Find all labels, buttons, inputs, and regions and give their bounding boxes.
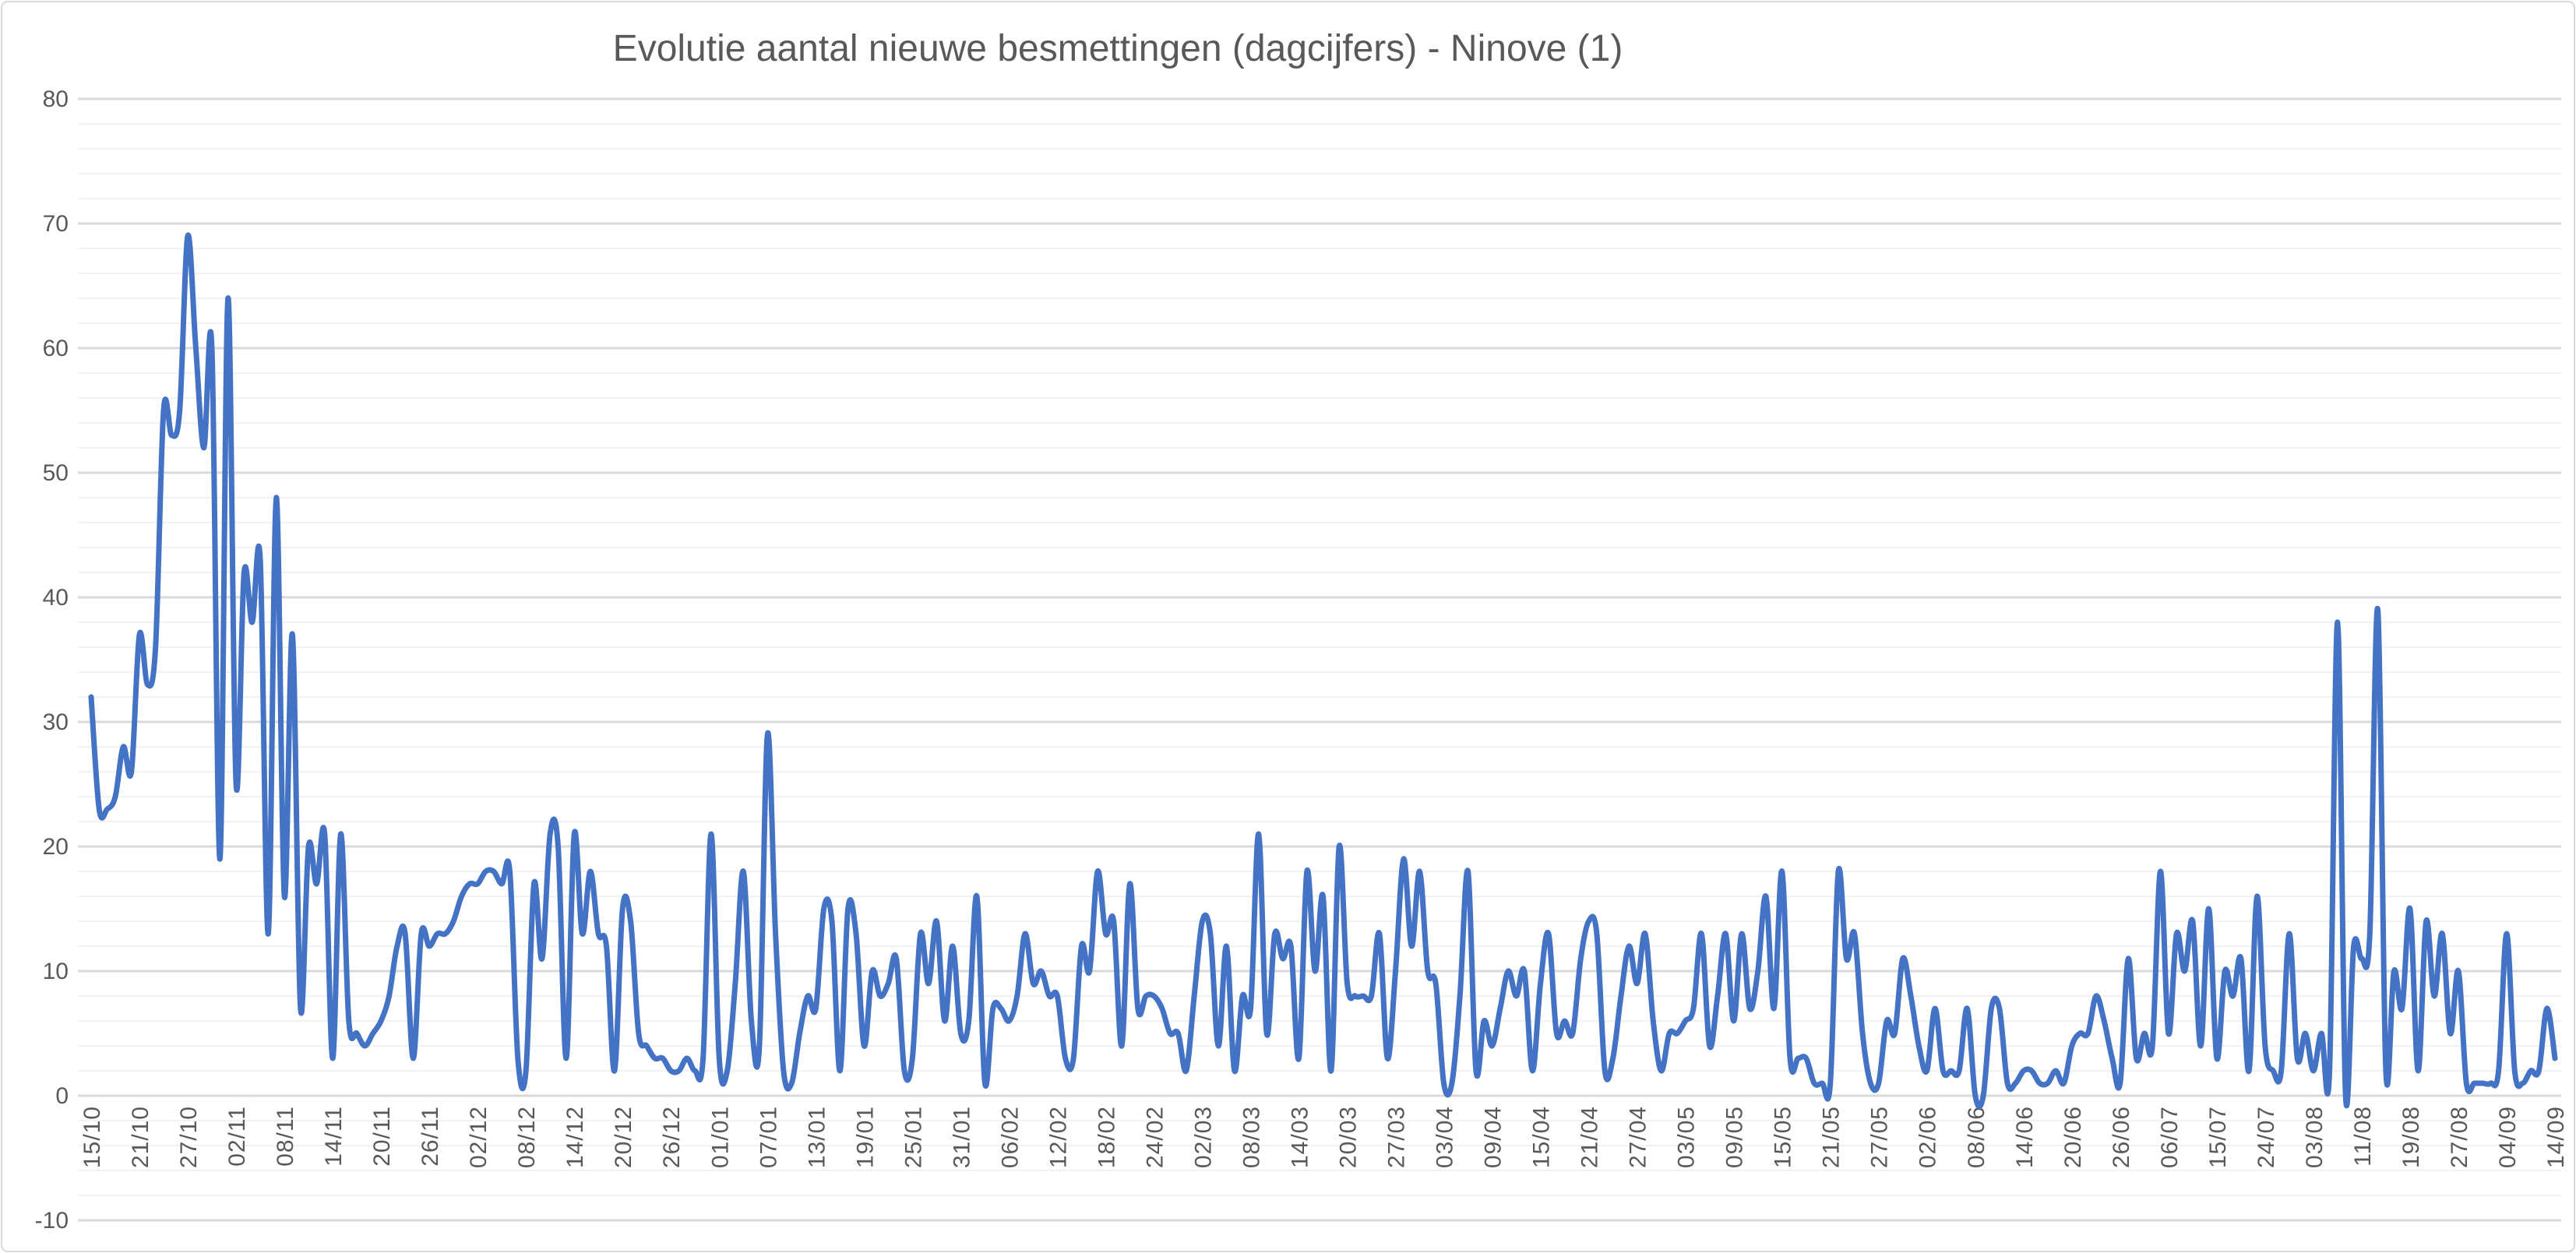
x-axis-tick-label: 02/11: [224, 1106, 250, 1167]
x-axis-tick-label: 24/07: [2254, 1106, 2279, 1168]
x-axis-tick-label: 06/02: [997, 1106, 1023, 1168]
x-axis-tick-label: 08/03: [1239, 1106, 1264, 1168]
x-axis-tick-label: 27/03: [1384, 1106, 1410, 1168]
x-axis-tick-label: 08/12: [514, 1106, 540, 1168]
x-axis-tick-label: 08/06: [1964, 1106, 1989, 1168]
x-axis-tick-label: 15/07: [2205, 1106, 2231, 1168]
x-axis-tick-label: 08/11: [273, 1106, 298, 1167]
x-axis-tick-label: 06/07: [2157, 1106, 2183, 1168]
x-axis-tick-label: 13/01: [804, 1106, 830, 1168]
y-axis-tick-label: 50: [43, 460, 69, 486]
x-axis-tick-label: 09/04: [1481, 1106, 1506, 1168]
x-axis-tick-label: 20/12: [611, 1106, 636, 1168]
x-axis-tick-label: 14/06: [2012, 1106, 2038, 1168]
x-axis-tick-label: 15/10: [79, 1106, 105, 1168]
x-axis-tick-label: 04/09: [2495, 1106, 2521, 1168]
x-axis-tick-label: 07/01: [756, 1106, 781, 1168]
x-axis-tick-label: 27/10: [176, 1106, 202, 1168]
x-axis-tick-label: 02/03: [1190, 1106, 1216, 1168]
x-axis-tick-label: 03/05: [1674, 1106, 1700, 1168]
y-axis-tick-label: 10: [43, 959, 69, 984]
y-axis-tick-label: 70: [43, 211, 69, 237]
x-axis-tick-label: 14/09: [2543, 1106, 2569, 1168]
x-axis: 15/10 21/10 27/10 02/11 08/11 14/11 20/11 26/11…: [79, 1106, 2569, 1168]
x-axis-tick-label: 11/08: [2350, 1106, 2376, 1167]
x-axis-tick-label: 02/12: [466, 1106, 492, 1168]
y-axis-tick-label: 20: [43, 834, 69, 860]
x-axis-tick-label: 15/05: [1771, 1106, 1796, 1168]
x-axis-tick-label: 26/06: [2109, 1106, 2134, 1168]
x-axis-tick-label: 20/03: [1336, 1106, 1362, 1168]
x-axis-tick-label: 09/05: [1722, 1106, 1748, 1168]
x-axis-tick-label: 02/06: [1915, 1106, 1941, 1168]
x-axis-tick-label: 20/11: [369, 1106, 395, 1167]
x-axis-tick-label: 15/04: [1529, 1106, 1555, 1168]
y-axis-tick-label: 0: [55, 1083, 69, 1109]
x-axis-tick-label: 27/04: [1626, 1106, 1651, 1168]
x-axis-tick-label: 20/06: [2060, 1106, 2086, 1168]
x-axis-tick-label: 14/12: [562, 1106, 588, 1168]
x-axis-tick-label: 24/02: [1142, 1106, 1168, 1168]
x-axis-tick-label: 19/08: [2398, 1106, 2424, 1168]
x-axis-tick-label: 21/04: [1577, 1106, 1603, 1168]
y-axis: 80 70 60 50 40 30 20 10 0 -10: [35, 86, 69, 1234]
x-axis-tick-label: 26/12: [659, 1106, 685, 1168]
y-axis-tick-label: -10: [35, 1208, 69, 1234]
x-axis-tick-label: 21/05: [1819, 1106, 1845, 1168]
x-axis-tick-label: 31/01: [949, 1106, 974, 1168]
x-axis-tick-label: 21/10: [128, 1106, 153, 1168]
x-axis-tick-label: 18/02: [1094, 1106, 1119, 1168]
x-axis-tick-label: 26/11: [418, 1106, 443, 1167]
y-axis-tick-label: 60: [43, 336, 69, 361]
y-axis-tick-label: 40: [43, 585, 69, 611]
x-axis-tick-label: 14/03: [1287, 1106, 1313, 1168]
data-series-line: [88, 232, 2558, 1110]
x-axis-tick-label: 03/04: [1432, 1106, 1458, 1168]
x-axis-tick-label: 03/08: [2302, 1106, 2328, 1168]
y-axis-tick-label: 80: [43, 86, 69, 112]
x-axis-tick-label: 01/01: [707, 1106, 733, 1168]
chart-title: Evolutie aantal nieuwe besmettingen (dag…: [613, 28, 1623, 69]
x-axis-tick-label: 27/08: [2447, 1106, 2472, 1168]
x-axis-tick-label: 14/11: [321, 1106, 347, 1167]
y-axis-tick-label: 30: [43, 709, 69, 735]
x-axis-tick-label: 25/01: [900, 1106, 926, 1168]
x-axis-tick-label: 19/01: [852, 1106, 878, 1168]
x-axis-tick-label: 27/05: [1867, 1106, 1893, 1168]
x-axis-tick-label: 12/02: [1045, 1106, 1071, 1168]
